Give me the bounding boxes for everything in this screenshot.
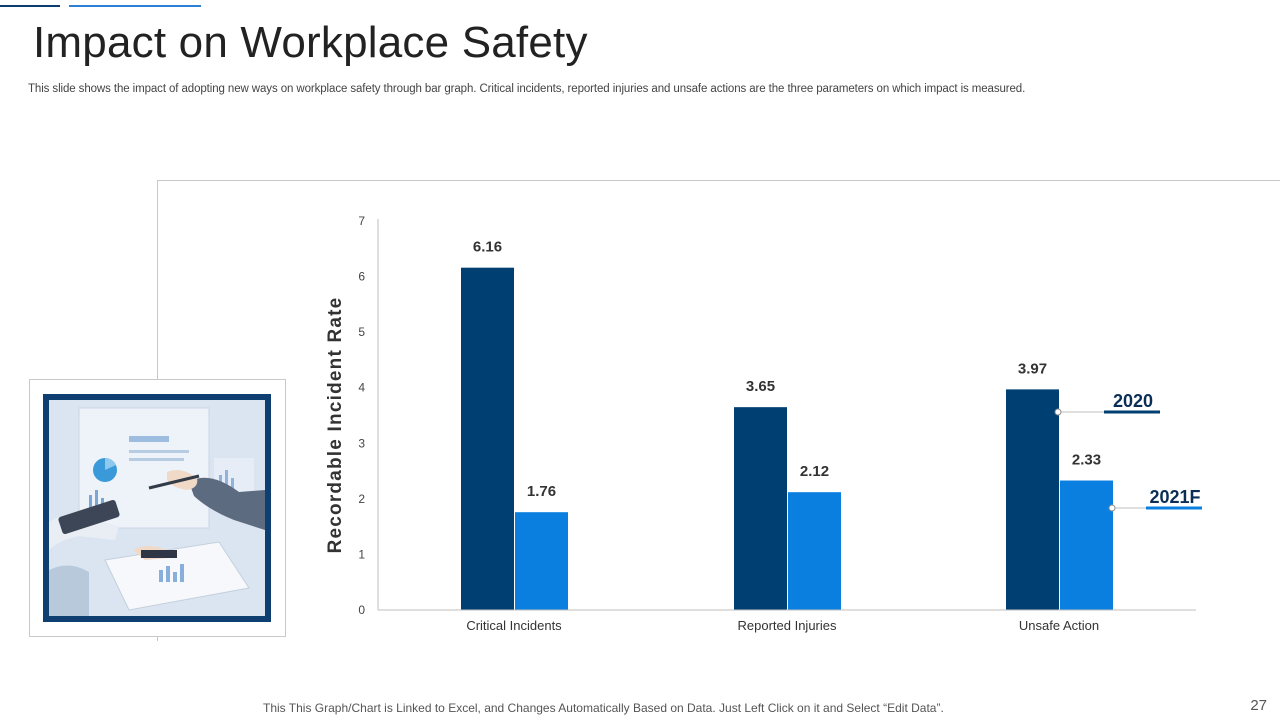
y-tick-label: 0 xyxy=(358,603,365,617)
photo-illustration xyxy=(49,400,265,616)
x-axis: Critical Incidents Reported Injuries Unsaf… xyxy=(378,609,1196,633)
page-title: Impact on Workplace Safety xyxy=(33,18,588,67)
accent-line-dark xyxy=(0,5,60,7)
accent-line-blue xyxy=(69,5,201,7)
data-label: 3.97 xyxy=(1018,360,1047,377)
data-label: 2.33 xyxy=(1072,452,1101,469)
x-category-label: Critical Incidents xyxy=(466,618,562,633)
legend-label: 2020 xyxy=(1113,391,1153,411)
bar-2020 xyxy=(734,407,787,610)
footer-note: This This Graph/Chart is Linked to Excel… xyxy=(263,701,944,715)
y-tick-label: 6 xyxy=(358,270,365,284)
y-axis-title: Recordable Incident Rate xyxy=(325,297,346,554)
bar-2020 xyxy=(461,267,514,610)
legend: 2020 2021F xyxy=(1054,391,1202,512)
data-label: 3.65 xyxy=(746,378,775,395)
y-tick-label: 7 xyxy=(358,214,365,228)
data-label: 6.16 xyxy=(473,239,502,256)
bar-2020 xyxy=(1006,389,1059,610)
page-subtitle: This slide shows the impact of adopting … xyxy=(28,83,1026,95)
bar-2021f xyxy=(788,492,841,610)
bar-2021f xyxy=(1060,480,1113,610)
bar-2021f xyxy=(515,512,568,610)
y-tick-label: 4 xyxy=(358,381,365,395)
y-tick-label: 2 xyxy=(358,492,365,506)
data-label: 2.12 xyxy=(800,463,829,480)
x-category-label: Unsafe Action xyxy=(1019,618,1099,633)
data-label: 1.76 xyxy=(527,483,556,500)
x-category-label: Reported Injuries xyxy=(738,618,837,633)
y-axis: 0 1 2 3 4 5 6 7 Recordable Incident Rate xyxy=(325,214,379,617)
legend-marker xyxy=(1054,408,1062,416)
y-tick-label: 3 xyxy=(358,436,365,450)
legend-marker xyxy=(1108,504,1116,512)
page-number: 27 xyxy=(1250,697,1267,714)
bars: 6.16 1.76 3.65 2.12 3.97 2.33 xyxy=(461,239,1113,610)
y-tick-label: 5 xyxy=(358,325,365,339)
business-meeting-photo xyxy=(43,394,271,622)
y-tick-label: 1 xyxy=(358,547,365,561)
legend-label: 2021F xyxy=(1149,487,1200,507)
photo-card xyxy=(29,379,286,637)
